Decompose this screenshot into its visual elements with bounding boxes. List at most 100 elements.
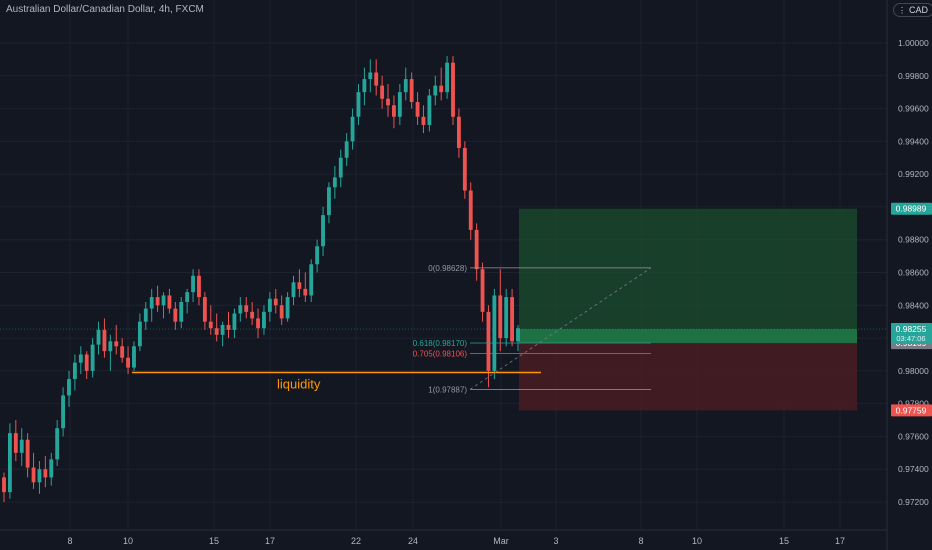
candle-body: [161, 295, 166, 306]
candle-body: [380, 85, 385, 99]
price-label: 0.97759: [896, 405, 927, 415]
stop-loss-zone: [519, 343, 857, 411]
price-label-bg: [891, 404, 932, 417]
candle-body: [132, 346, 136, 368]
candle-body: [108, 341, 113, 352]
fib-level-label: 0.618(0.98170): [413, 339, 468, 348]
candle-body: [350, 116, 355, 142]
candle-body: [291, 282, 296, 298]
candle-body: [84, 354, 89, 371]
candle-body: [191, 275, 195, 293]
candle-body: [72, 362, 77, 380]
candle-body: [208, 321, 213, 329]
x-tick-label: 15: [779, 536, 789, 546]
candle-body: [126, 357, 130, 368]
candle-body: [143, 308, 148, 322]
candle-body: [332, 177, 337, 188]
candle-body: [368, 72, 373, 80]
candle-body: [451, 62, 455, 117]
candle-body: [462, 147, 467, 191]
candle-body: [220, 324, 225, 335]
y-tick-label: 1.00000: [898, 38, 929, 48]
candle-body: [327, 187, 331, 216]
candle-body: [433, 85, 438, 96]
y-tick-label: 0.98600: [898, 268, 929, 278]
candle-body: [456, 116, 461, 148]
candle-body: [43, 469, 48, 478]
candle-body: [338, 157, 343, 178]
candle-body: [226, 324, 231, 330]
candle-body: [173, 308, 178, 322]
symbol-title[interactable]: Australian Dollar/Canadian Dollar, 4h, F…: [6, 4, 204, 15]
price-axis[interactable]: 1.000000.998000.996000.994000.992000.990…: [886, 0, 932, 550]
x-tick-label: 3: [553, 536, 558, 546]
candle-body: [202, 297, 207, 322]
take-profit-zone: [519, 208, 857, 344]
price-label-bg: [891, 202, 932, 215]
candle-body: [504, 297, 509, 339]
candle-body: [468, 190, 473, 230]
drawings[interactable]: liquidity 0(0.98628) 0.618(0.98170)0.705(0…: [0, 264, 887, 394]
candle-body: [13, 433, 18, 453]
candle-body: [516, 328, 520, 342]
position-zones[interactable]: [519, 208, 857, 411]
y-tick-label: 0.97400: [898, 464, 929, 474]
candle-body: [49, 459, 54, 478]
candle-body: [262, 311, 266, 329]
fib-trend-line: [469, 267, 652, 390]
x-tick-label: 8: [638, 536, 643, 546]
open-profit-zone: [519, 329, 857, 344]
fib-level-label: 1(0.97887): [428, 385, 467, 394]
candle-body: [167, 295, 172, 309]
candle-body: [120, 346, 125, 358]
candle-body: [256, 318, 260, 329]
candle-body: [31, 467, 36, 483]
x-tick-label: 10: [123, 536, 133, 546]
fib-level-label: 0(0.98628): [428, 264, 467, 273]
y-tick-label: 0.99400: [898, 136, 929, 146]
candle-body: [61, 395, 66, 429]
candle-body: [510, 297, 515, 342]
candle-body: [244, 305, 249, 312]
candle-body: [37, 469, 42, 483]
candle-body: [386, 98, 390, 106]
current-price-tag: [891, 323, 932, 345]
y-tick-label: 0.97800: [898, 399, 929, 409]
candle-body: [149, 297, 154, 309]
candle-body: [303, 288, 308, 296]
y-tick-label: 0.97200: [898, 497, 929, 507]
candle-body: [232, 313, 237, 330]
candle-body: [273, 298, 278, 306]
currency-badge[interactable]: ⋮ CAD: [893, 3, 932, 17]
candle-body: [486, 311, 491, 371]
y-tick-label: 0.99600: [898, 104, 929, 114]
countdown-label: 03:47:06: [896, 334, 925, 343]
candle-body: [250, 311, 255, 319]
price-label: 0.98989: [896, 204, 927, 214]
candle-body: [309, 264, 314, 296]
time-axis[interactable]: 8 10 15 17 22 24 Mar 3 8 10 15 17: [0, 529, 887, 546]
candle-body: [155, 297, 160, 306]
candle-body: [285, 297, 290, 319]
x-tick-label: 15: [209, 536, 219, 546]
x-tick-label: 8: [67, 536, 72, 546]
candle-body: [403, 79, 408, 93]
candle-body: [492, 295, 497, 371]
candle-body: [279, 305, 284, 319]
candle-body: [356, 92, 361, 117]
y-tick-label: 0.98800: [898, 235, 929, 245]
candle-body: [78, 354, 83, 363]
candle-body: [321, 215, 325, 247]
fib-level-label: 0.705(0.98106): [413, 349, 468, 358]
candle-body: [7, 433, 12, 493]
candle-body: [362, 79, 367, 93]
candle-body: [214, 328, 219, 335]
candle-body: [498, 295, 503, 339]
candle-body: [392, 105, 396, 117]
candle-body: [96, 329, 101, 345]
currency-label: CAD: [909, 5, 929, 15]
candle-body: [344, 141, 349, 158]
liquidity-label: liquidity: [277, 376, 321, 391]
candle-body: [238, 305, 243, 314]
